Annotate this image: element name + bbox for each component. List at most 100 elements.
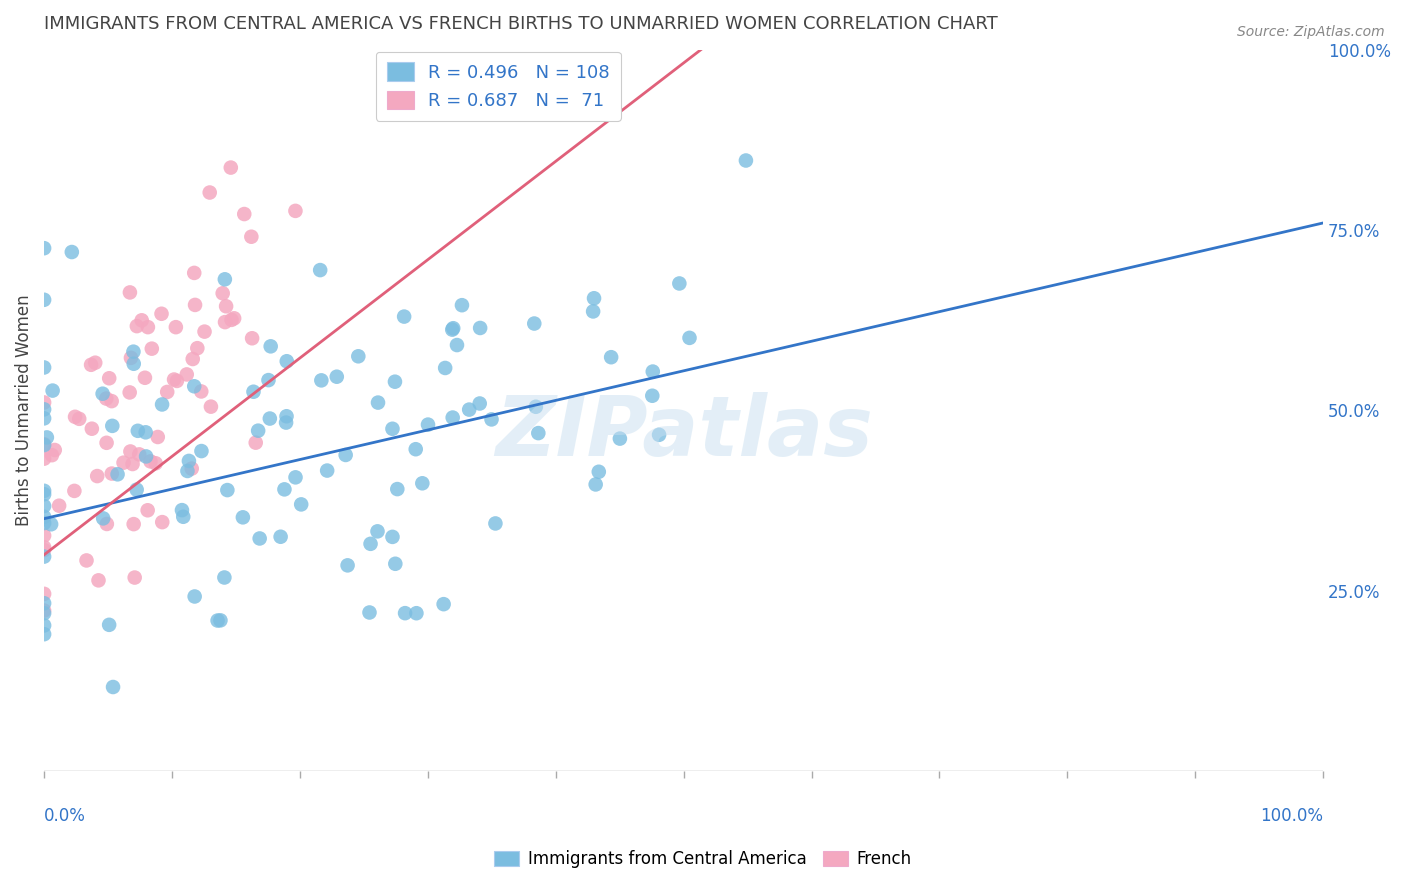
Point <box>367 395 389 409</box>
Point <box>209 613 232 627</box>
Point <box>32 451 55 466</box>
Point <box>200 400 222 414</box>
Text: IMMIGRANTS FROM CENTRAL AMERICA VS FRENCH BIRTHS TO UNMARRIED WOMEN CORRELATION : IMMIGRANTS FROM CENTRAL AMERICA VS FRENC… <box>44 15 998 33</box>
Point <box>405 442 427 457</box>
Point <box>335 448 357 462</box>
Point <box>336 558 359 573</box>
Point <box>585 477 607 491</box>
Point <box>136 320 159 334</box>
Point <box>32 516 55 530</box>
Point <box>32 509 55 524</box>
Point <box>198 186 221 200</box>
Point <box>523 317 546 331</box>
Point <box>347 349 370 363</box>
Point <box>245 435 267 450</box>
Point <box>136 503 159 517</box>
Point <box>392 310 415 324</box>
Point <box>172 509 194 524</box>
Point <box>84 356 107 370</box>
Point <box>32 402 55 417</box>
Point <box>600 350 623 364</box>
Point <box>183 379 205 393</box>
Point <box>122 357 145 371</box>
Point <box>32 487 55 501</box>
Point <box>214 570 236 584</box>
Point <box>180 461 202 475</box>
Point <box>32 540 55 554</box>
Point <box>91 386 114 401</box>
Point <box>32 293 55 307</box>
Point <box>32 360 55 375</box>
Point <box>107 467 129 482</box>
Legend: R = 0.496   N = 108, R = 0.687   N =  71: R = 0.496 N = 108, R = 0.687 N = 71 <box>375 52 620 121</box>
Point <box>32 411 55 425</box>
Point <box>311 373 333 387</box>
Point <box>290 497 312 511</box>
Point <box>134 371 156 385</box>
Point <box>274 416 297 430</box>
Point <box>127 424 149 438</box>
Point <box>125 319 148 334</box>
Point <box>32 618 55 632</box>
Point <box>166 374 188 388</box>
Point <box>48 499 70 513</box>
Point <box>259 411 281 425</box>
Point <box>32 549 55 564</box>
Point <box>60 245 83 260</box>
Point <box>434 361 457 376</box>
Point <box>183 590 205 604</box>
Text: ZIPatlas: ZIPatlas <box>495 392 873 473</box>
Point <box>381 422 404 436</box>
Point <box>121 457 143 471</box>
Point <box>240 229 263 244</box>
Point <box>276 409 298 424</box>
Point <box>384 375 406 389</box>
Point <box>648 427 671 442</box>
Point <box>458 402 481 417</box>
Point <box>224 311 246 326</box>
Point <box>366 524 388 539</box>
Point <box>32 627 55 641</box>
Point <box>141 342 163 356</box>
Point <box>441 321 464 335</box>
Point <box>150 397 173 411</box>
Point <box>67 412 90 426</box>
Point <box>120 351 142 365</box>
Point <box>735 153 758 168</box>
Point <box>80 358 103 372</box>
Point <box>326 369 349 384</box>
Point <box>177 454 200 468</box>
Point <box>433 597 456 611</box>
Point <box>214 272 236 286</box>
Point <box>588 465 610 479</box>
Point <box>176 464 198 478</box>
Point <box>446 338 468 352</box>
Point <box>128 447 150 461</box>
Point <box>641 389 664 403</box>
Point <box>146 430 169 444</box>
Point <box>190 384 212 399</box>
Point <box>183 266 205 280</box>
Point <box>678 331 700 345</box>
Point <box>360 537 382 551</box>
Point <box>233 207 256 221</box>
Point <box>32 395 55 409</box>
Point <box>641 365 664 379</box>
Point <box>32 528 55 542</box>
Y-axis label: Births to Unmarried Women: Births to Unmarried Women <box>15 294 32 526</box>
Point <box>217 483 239 497</box>
Point <box>215 299 238 313</box>
Point <box>219 161 242 175</box>
Point <box>221 313 243 327</box>
Point <box>249 532 271 546</box>
Point <box>139 454 162 468</box>
Point <box>176 368 198 382</box>
Point <box>125 483 148 497</box>
Point <box>242 384 264 399</box>
Legend: Immigrants from Central America, French: Immigrants from Central America, French <box>488 844 918 875</box>
Point <box>416 417 439 432</box>
Point <box>41 448 63 462</box>
Point <box>98 371 121 385</box>
Point <box>156 384 179 399</box>
Point <box>63 409 86 424</box>
